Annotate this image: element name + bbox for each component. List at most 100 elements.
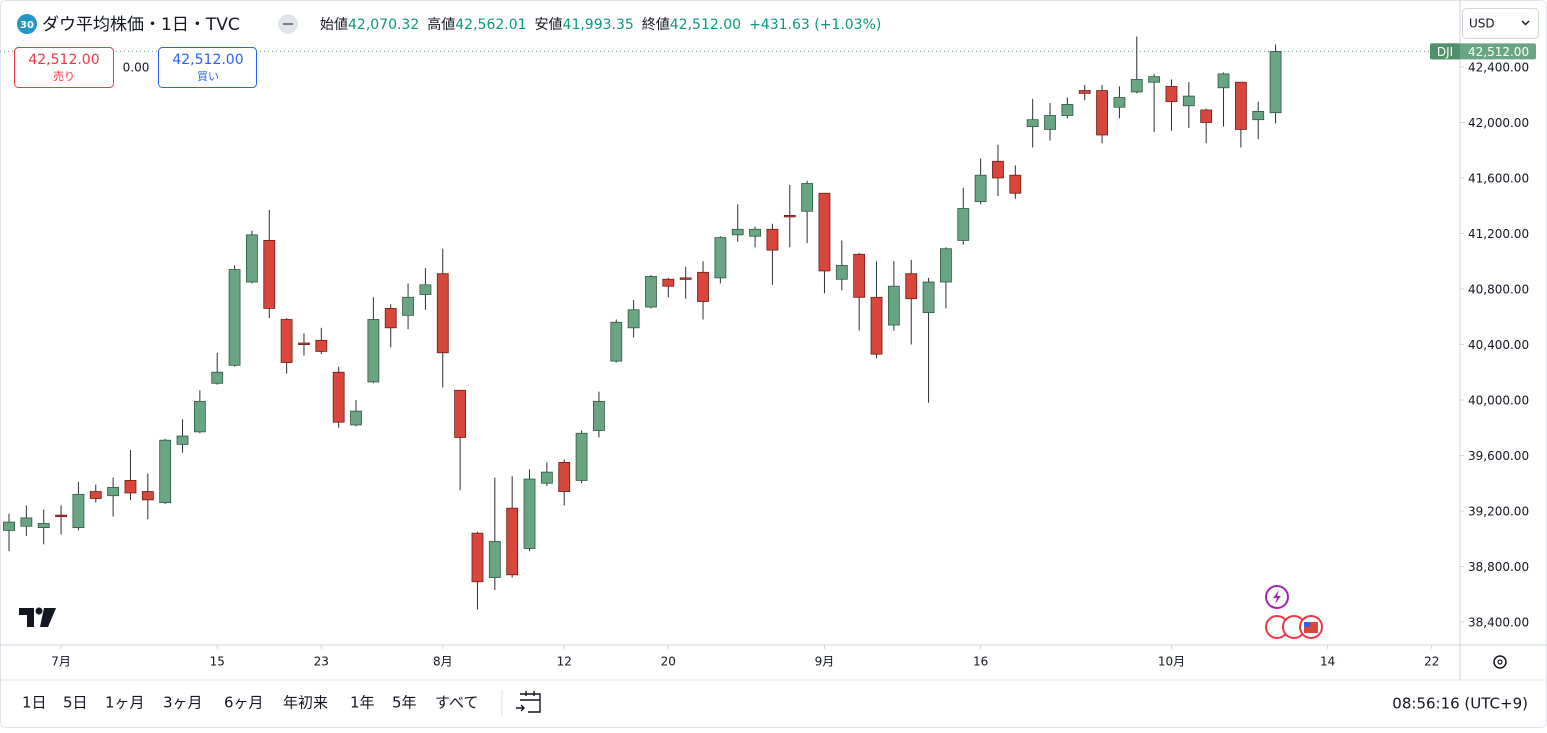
symbol-title[interactable]: ダウ平均株価・1日・TVC — [42, 15, 240, 35]
candle-body — [627, 309, 640, 329]
economic-events[interactable] — [1265, 615, 1323, 639]
candle-body — [402, 296, 414, 316]
candle-body — [506, 507, 519, 576]
candle-body — [228, 269, 241, 366]
candle-body — [853, 253, 866, 298]
y-tick-label: 38,400.00 — [1468, 615, 1529, 629]
buy-label: 買い — [197, 70, 219, 83]
calendar-arrow — [516, 704, 525, 712]
candle-body — [593, 400, 605, 431]
candle-body — [1026, 119, 1039, 128]
range-button[interactable]: 3ヶ月 — [163, 694, 203, 712]
logo-part — [35, 607, 43, 615]
candle-body — [905, 273, 918, 300]
candle-body — [783, 215, 796, 218]
candle-body — [315, 339, 328, 352]
candle-body — [280, 319, 293, 363]
candle-body — [749, 228, 761, 237]
buy-price: 42,512.00 — [172, 52, 243, 68]
y-tick-label: 40,400.00 — [1468, 338, 1529, 352]
tv-logo[interactable] — [19, 607, 56, 628]
candle-body — [263, 240, 276, 309]
spread: 0.00 — [123, 61, 150, 75]
x-tick-label: 15 — [210, 655, 225, 669]
plot-area — [0, 36, 1464, 649]
buy-button[interactable] — [158, 47, 257, 88]
range-button[interactable]: すべて — [435, 694, 478, 712]
candle-body — [940, 248, 952, 283]
candle-body — [540, 471, 553, 484]
y-tick-label: 41,200.00 — [1468, 227, 1529, 241]
candle-body — [870, 296, 883, 355]
candle-body — [801, 183, 814, 212]
collapse-icon — [283, 23, 293, 25]
candle-body — [211, 371, 224, 384]
symbol-tag — [1430, 43, 1460, 60]
range-button[interactable]: 6ヶ月 — [224, 694, 264, 712]
candle-body — [1009, 174, 1022, 194]
x-tick-label: 23 — [314, 655, 329, 669]
ohlc-label: 終値 — [642, 17, 670, 33]
candle-body — [1078, 90, 1091, 94]
date-range-button[interactable] — [516, 691, 541, 713]
x-tick-label: 10月 — [1158, 655, 1185, 669]
candle-body — [1269, 51, 1282, 114]
candle-body — [922, 281, 935, 313]
candle-body — [645, 276, 657, 308]
sell-button[interactable] — [14, 47, 114, 88]
candle-body — [20, 517, 33, 527]
change: +431.63 (+1.03%) — [749, 17, 881, 33]
range-button[interactable]: 5日 — [63, 694, 88, 712]
candle-body — [1130, 79, 1143, 93]
y-tick-label: 42,000.00 — [1468, 116, 1529, 130]
last-price-text: 42,512.00 — [1468, 45, 1529, 59]
candle-body — [1200, 109, 1213, 123]
candle-body — [887, 285, 900, 326]
candle-body — [679, 277, 692, 280]
ohlc-label: 高値 — [427, 16, 455, 33]
ohlc-legend: 始値42,070.32 高値42,562.01 安値41,993.35 終値42,51… — [320, 16, 881, 33]
ohlc-label: 始値 — [320, 17, 348, 33]
candle-body — [1182, 95, 1195, 107]
candle-body — [454, 389, 467, 438]
candle-body — [1113, 97, 1126, 108]
y-tick-label: 40,800.00 — [1468, 282, 1529, 296]
candle-body — [1044, 115, 1056, 130]
y-tick-label: 39,200.00 — [1468, 504, 1529, 518]
candle-body — [246, 234, 258, 283]
candle-body — [298, 342, 310, 345]
symbol-tag-text: DJI — [1437, 45, 1453, 59]
range-button[interactable]: 1ヶ月 — [105, 694, 145, 712]
range-button[interactable]: 1年 — [350, 694, 375, 712]
candle-body — [766, 228, 779, 251]
candle-body — [419, 284, 432, 295]
ohlc-value: 42,070.32 — [348, 17, 419, 33]
candle-body — [1148, 76, 1161, 83]
settings-button[interactable] — [1493, 655, 1507, 669]
y-tick-label: 39,600.00 — [1468, 449, 1529, 463]
range-button[interactable]: 年初来 — [283, 694, 328, 712]
candle-body — [662, 278, 675, 287]
currency-select[interactable] — [1462, 8, 1539, 39]
candle-body — [731, 228, 744, 236]
range-button[interactable]: 5年 — [392, 694, 417, 712]
x-tick-label: 9月 — [815, 655, 835, 669]
candle-body — [471, 532, 484, 583]
dropdown-arrow — [1521, 20, 1530, 26]
candle-body — [350, 410, 362, 426]
candle-body — [72, 493, 85, 529]
candle-body — [488, 541, 501, 578]
range-button[interactable]: 1日 — [22, 694, 47, 712]
x-tick-label: 22 — [1424, 655, 1439, 669]
candle-body — [1165, 85, 1178, 103]
candle-body — [332, 371, 345, 423]
candle-body — [558, 462, 571, 492]
y-tick-label: 38,800.00 — [1468, 560, 1529, 574]
candle-body — [107, 486, 120, 497]
sell-price: 42,512.00 — [28, 52, 99, 68]
badge-text: 30 — [20, 20, 34, 31]
candle-body — [37, 523, 50, 529]
candle-body — [1217, 73, 1230, 89]
